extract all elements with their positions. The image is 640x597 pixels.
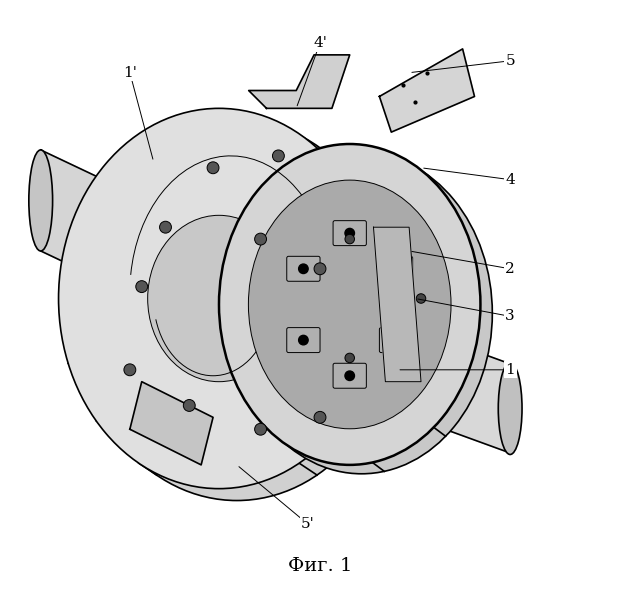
Circle shape <box>345 371 355 380</box>
Ellipse shape <box>248 180 451 429</box>
Circle shape <box>273 150 284 162</box>
Text: 3: 3 <box>506 309 515 324</box>
Circle shape <box>255 423 266 435</box>
Polygon shape <box>41 150 154 304</box>
Ellipse shape <box>58 108 380 489</box>
Circle shape <box>159 221 172 233</box>
Ellipse shape <box>219 144 481 465</box>
Circle shape <box>314 411 326 423</box>
Circle shape <box>299 336 308 345</box>
Polygon shape <box>380 316 510 453</box>
FancyBboxPatch shape <box>287 256 320 281</box>
Polygon shape <box>380 49 474 132</box>
Text: 1': 1' <box>123 66 137 79</box>
Circle shape <box>207 162 219 174</box>
Circle shape <box>345 235 355 244</box>
Circle shape <box>183 399 195 411</box>
Ellipse shape <box>231 153 492 474</box>
FancyBboxPatch shape <box>333 221 366 245</box>
Circle shape <box>124 364 136 376</box>
FancyBboxPatch shape <box>287 328 320 353</box>
Text: 5': 5' <box>301 518 315 531</box>
Circle shape <box>345 229 355 238</box>
Circle shape <box>314 263 326 275</box>
Circle shape <box>391 264 401 273</box>
Circle shape <box>387 246 396 256</box>
Text: Фиг. 1: Фиг. 1 <box>288 557 352 575</box>
Circle shape <box>391 336 401 345</box>
FancyBboxPatch shape <box>380 256 413 281</box>
Text: 1: 1 <box>505 363 515 377</box>
FancyBboxPatch shape <box>380 328 413 353</box>
Polygon shape <box>130 381 213 465</box>
Circle shape <box>255 233 266 245</box>
Text: 2: 2 <box>505 262 515 276</box>
Circle shape <box>345 353 355 362</box>
Text: 4: 4 <box>505 173 515 187</box>
FancyBboxPatch shape <box>333 363 366 388</box>
Ellipse shape <box>499 362 522 454</box>
Circle shape <box>299 264 308 273</box>
Text: 4': 4' <box>313 36 327 50</box>
Polygon shape <box>249 55 349 108</box>
Ellipse shape <box>76 120 397 500</box>
Circle shape <box>136 281 148 293</box>
Ellipse shape <box>29 150 52 251</box>
Ellipse shape <box>148 216 291 381</box>
Polygon shape <box>374 227 421 381</box>
Circle shape <box>387 341 396 351</box>
Text: 5: 5 <box>506 54 515 68</box>
Circle shape <box>416 294 426 303</box>
